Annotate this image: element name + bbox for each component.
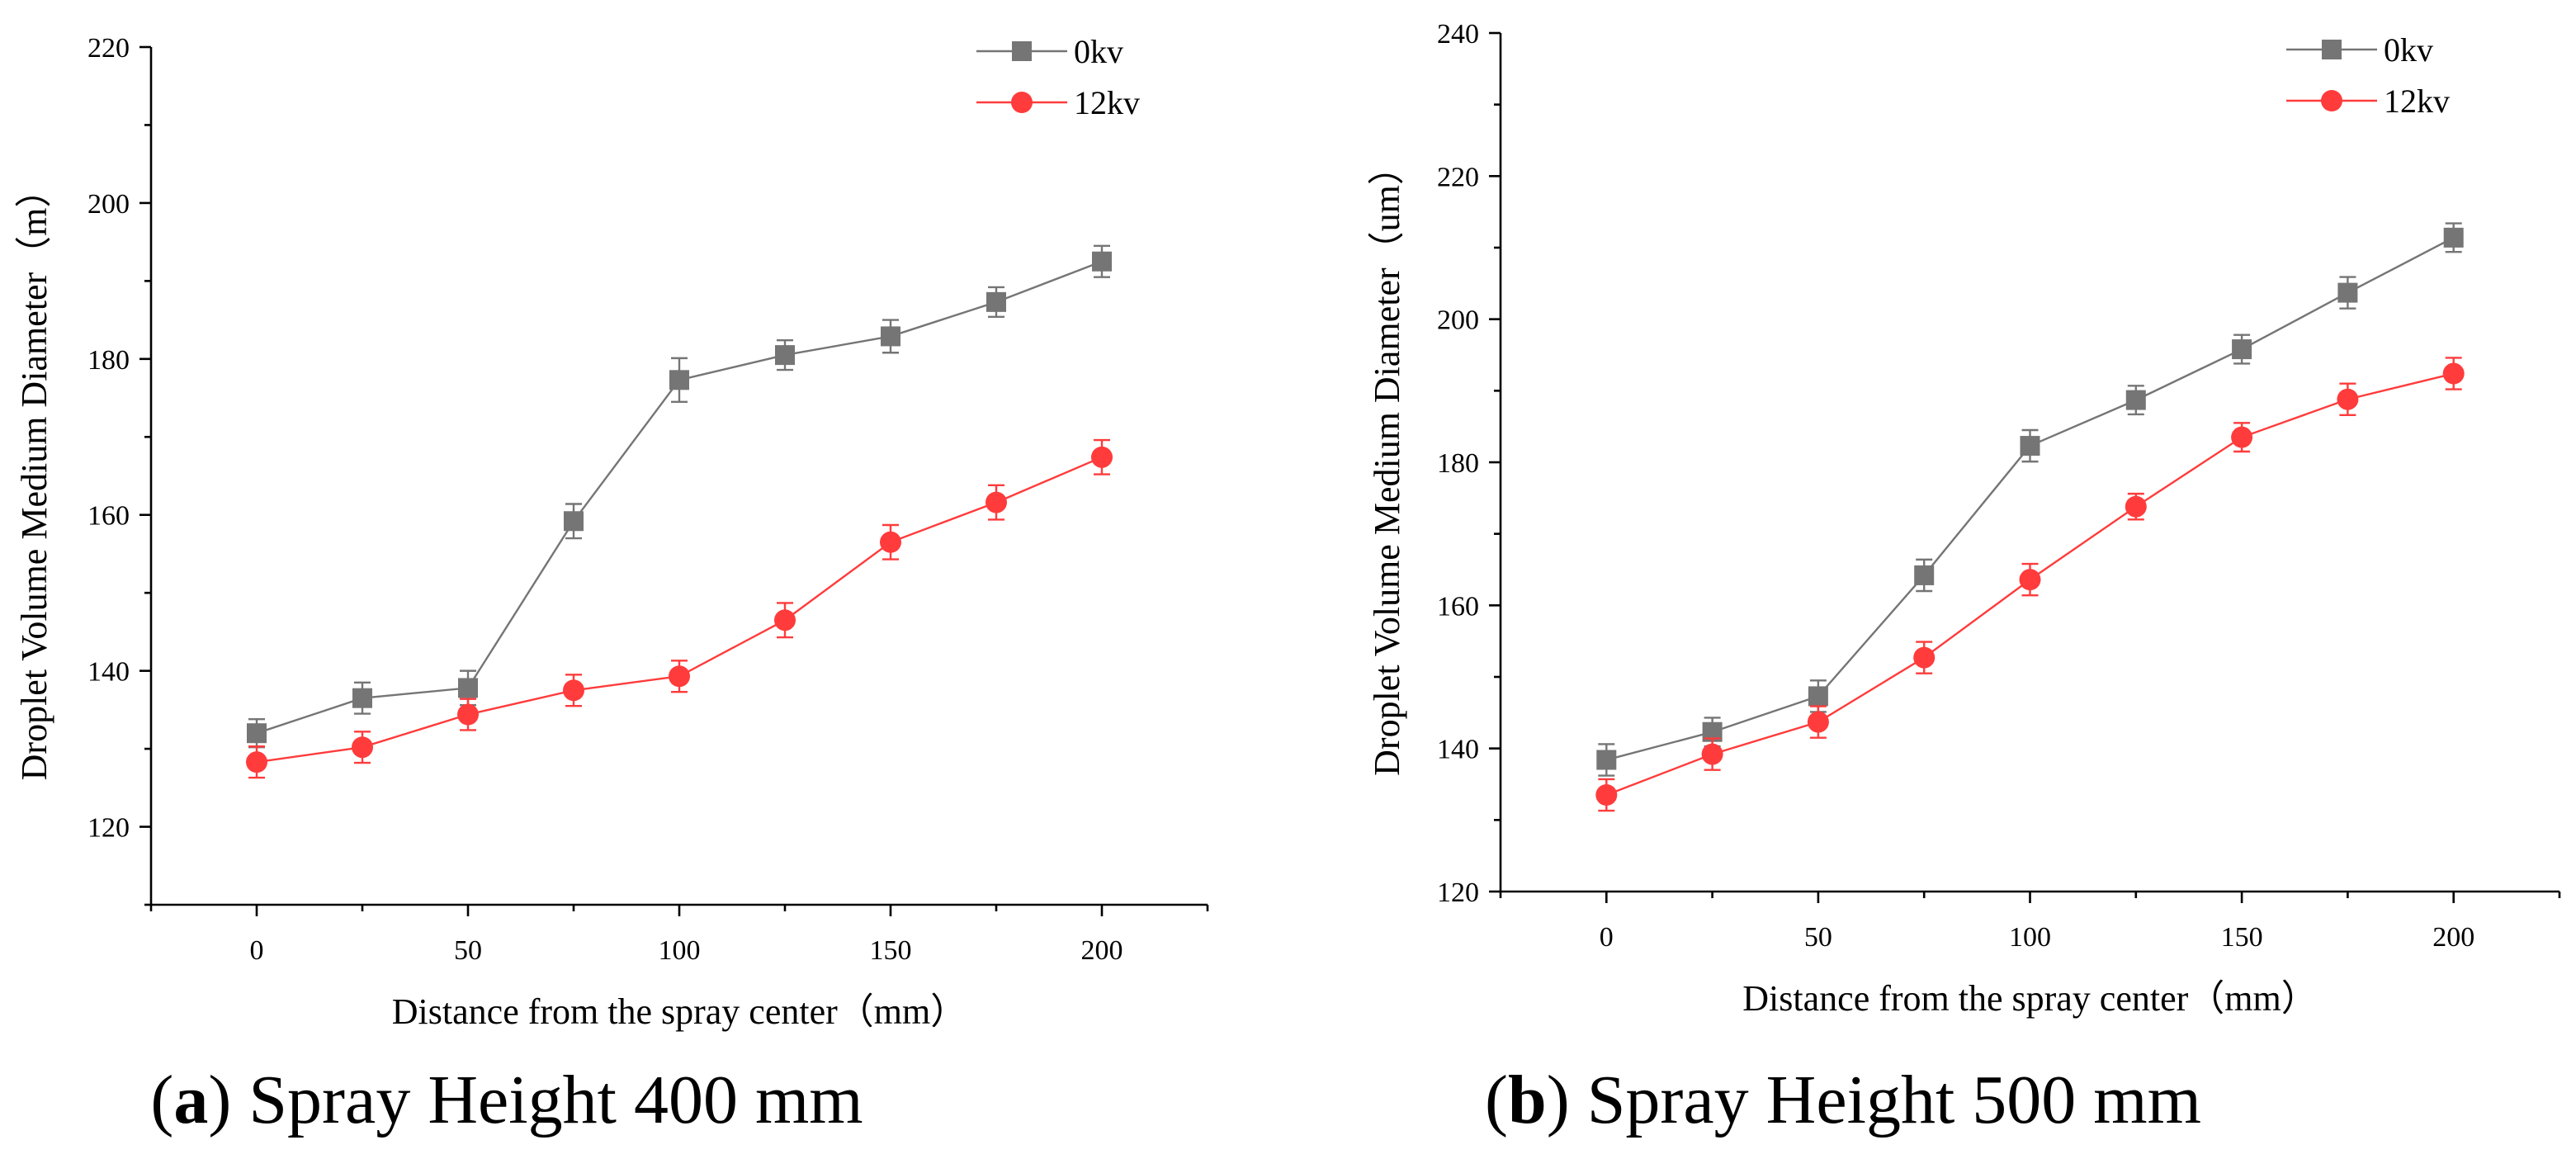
legend-label-12kv: 12kv [2384, 83, 2450, 120]
data-point-0kv [1914, 565, 1935, 585]
data-point-0kv [669, 370, 689, 390]
y-axis-label: Droplet Volume Medium Diameter（um） [1367, 149, 1407, 776]
legend-marker-0kv [1012, 41, 1032, 61]
data-point-12kv [1701, 743, 1723, 765]
legend-marker-0kv [2322, 40, 2342, 59]
data-point-12kv [2231, 426, 2253, 448]
x-tick-label: 0 [1600, 922, 1614, 953]
x-tick-label: 0 [250, 935, 264, 966]
data-point-0kv [352, 688, 372, 708]
y-tick-label: 140 [87, 657, 130, 688]
data-point-12kv [2019, 569, 2041, 591]
legend-label-0kv: 0kv [1074, 33, 1123, 70]
data-point-0kv [247, 723, 267, 744]
data-point-12kv [2337, 388, 2359, 410]
chart-panel-b: 0 50 100 150 200 120 140 160 180 200 220 240 Distanc… [1367, 19, 2561, 1138]
data-point-0kv [1596, 750, 1617, 770]
y-tick-label: 220 [1437, 162, 1479, 192]
panel-caption: (a) Spray Height 400 mm [150, 1062, 863, 1138]
caption-text: Spray Height 400 mm [248, 1062, 863, 1138]
y-tick-label: 160 [87, 501, 130, 532]
data-point-12kv [880, 531, 901, 553]
y-tick-label: 180 [87, 345, 130, 376]
x-tick-label: 100 [2009, 922, 2051, 953]
data-point-12kv [1595, 784, 1618, 806]
x-tick-label: 150 [870, 935, 912, 966]
y-tick-label: 180 [1437, 448, 1479, 479]
data-point-12kv [563, 679, 584, 702]
caption-paren-open: ( [150, 1062, 173, 1138]
panel-caption: (b) Spray Height 500 mm [1485, 1062, 2201, 1138]
y-tick-label: 200 [1437, 305, 1479, 336]
caption-text: Spray Height 500 mm [1587, 1062, 2201, 1138]
data-point-0kv [2020, 436, 2040, 457]
legend-label-0kv: 0kv [2384, 31, 2433, 69]
y-axis-label: Droplet Volume Medium Diameter（m） [14, 172, 54, 781]
data-point-12kv [774, 609, 796, 632]
data-point-12kv [985, 491, 1007, 513]
data-point-12kv [669, 665, 690, 688]
data-point-0kv [564, 511, 584, 532]
x-tick-label: 150 [2221, 922, 2263, 953]
data-point-12kv [457, 703, 479, 726]
data-point-0kv [2443, 227, 2464, 248]
y-tick-label: 140 [1437, 735, 1479, 765]
data-point-0kv [986, 291, 1006, 312]
x-axis-label: Distance from the spray center（mm） [392, 991, 967, 1032]
data-point-12kv [352, 736, 373, 759]
data-point-0kv [2232, 339, 2252, 360]
caption-paren-open: ( [1485, 1062, 1508, 1138]
y-tick-label: 120 [1437, 878, 1479, 908]
data-point-0kv [2125, 390, 2146, 410]
legend-label-12kv: 12kv [1074, 84, 1140, 121]
data-point-12kv [2442, 362, 2465, 385]
x-tick-label: 200 [2432, 922, 2474, 953]
x-axis-label: Distance from the spray center（mm） [1742, 978, 2317, 1019]
data-point-12kv [1807, 711, 1829, 733]
y-tick-label: 120 [87, 813, 130, 844]
y-tick-label: 200 [87, 189, 130, 220]
data-point-0kv [2337, 282, 2358, 303]
x-tick-label: 50 [1804, 922, 1832, 953]
series-line-0kv [1605, 236, 2455, 761]
caption-paren-close: ) [1547, 1062, 1587, 1138]
y-tick-label: 220 [87, 33, 130, 64]
data-point-0kv [881, 326, 900, 347]
x-tick-label: 200 [1081, 935, 1123, 966]
caption-paren-close: ) [208, 1062, 248, 1138]
data-point-0kv [1092, 251, 1112, 272]
data-point-12kv [246, 751, 267, 773]
series-line-12kv [256, 456, 1103, 764]
chart-panel-a: 0 50 100 150 200 120 140 160 180 200 220 Distance f… [14, 33, 1209, 1138]
legend-marker-12kv [1011, 92, 1033, 113]
data-point-0kv [458, 678, 478, 698]
x-tick-label: 50 [454, 935, 482, 966]
caption-letter: b [1508, 1062, 1547, 1138]
data-point-0kv [775, 345, 795, 366]
y-tick-label: 160 [1437, 591, 1479, 622]
x-tick-label: 100 [659, 935, 701, 966]
y-tick-label: 240 [1437, 19, 1479, 50]
data-point-0kv [1808, 686, 1828, 707]
data-point-12kv [1913, 646, 1936, 669]
legend-marker-12kv [2321, 90, 2342, 111]
data-point-12kv [2125, 495, 2147, 518]
caption-letter: a [173, 1062, 208, 1138]
data-point-12kv [1091, 446, 1113, 468]
